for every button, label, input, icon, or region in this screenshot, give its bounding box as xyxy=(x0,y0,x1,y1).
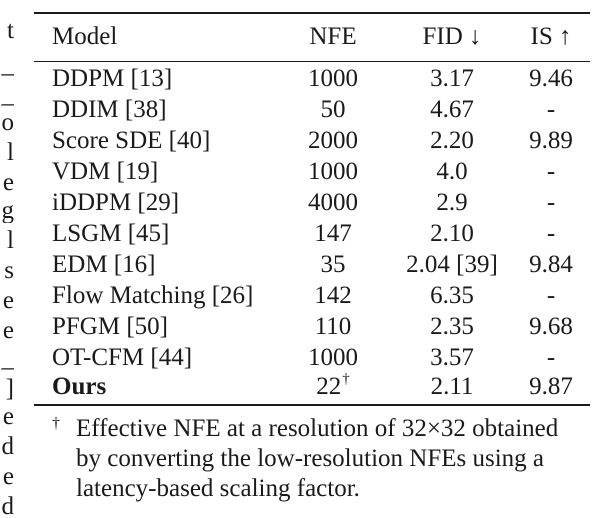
margin-fragment: l xyxy=(7,140,14,165)
cell-model: EDM [16] xyxy=(52,251,156,278)
cell-fid: 2.20 xyxy=(430,127,474,154)
results-table: Model NFE FID ↓ IS ↑ DDPM [13] 1000 3.17… xyxy=(34,0,590,410)
nfe-ours-value: 22 xyxy=(316,373,342,400)
cell-fid: 3.57 xyxy=(430,344,474,371)
margin-fragment: e xyxy=(2,288,14,313)
table-row-ours: Ours 22† 2.11 9.87 xyxy=(34,370,590,402)
cell-is: - xyxy=(546,282,556,309)
cell-nfe: 1000 xyxy=(308,344,358,371)
cell-nfe: 110 xyxy=(314,313,352,340)
cell-fid: 2.9 xyxy=(436,189,468,216)
table-bottom-rule xyxy=(34,404,590,406)
cell-model: Score SDE [40] xyxy=(52,127,211,154)
cell-fid: 2.35 xyxy=(430,313,474,340)
left-margin-text-fragments: t _ _ o l e g l s e e _ ] e d e d xyxy=(0,0,15,518)
header-model: Model xyxy=(52,23,118,50)
cell-model: iDDPM [29] xyxy=(52,189,180,216)
cell-is: 9.84 xyxy=(529,251,573,278)
cell-is: - xyxy=(546,158,556,185)
cell-fid: 2.10 xyxy=(430,220,474,247)
table-row: Flow Matching [26] 142 6.35 - xyxy=(34,281,590,311)
table-row: DDIM [38] 50 4.67 - xyxy=(34,95,590,125)
cell-nfe: 2000 xyxy=(308,127,358,154)
margin-fragment: e xyxy=(2,464,14,489)
cell-fid-ours: 2.11 xyxy=(430,373,474,400)
footnote-dagger: † xyxy=(52,415,60,432)
cell-model: PFGM [50] xyxy=(52,313,168,340)
margin-fragment: _ xyxy=(1,346,15,371)
margin-fragment: t xyxy=(7,18,14,43)
table-row: VDM [19] 1000 4.0 - xyxy=(34,157,590,187)
margin-fragment: ] xyxy=(5,376,14,401)
header-is: IS ↑ xyxy=(530,23,572,50)
cell-fid: 6.35 xyxy=(430,282,474,309)
cell-fid: 2.04 [39] xyxy=(406,251,498,278)
cell-nfe: 147 xyxy=(314,220,352,247)
cell-model: OT-CFM [44] xyxy=(52,344,193,371)
cell-is: - xyxy=(546,220,556,247)
margin-fragment: o xyxy=(1,110,15,135)
table-row: LSGM [45] 147 2.10 - xyxy=(34,219,590,249)
margin-fragment: e xyxy=(2,318,14,343)
cell-is: - xyxy=(546,344,556,371)
cell-is: - xyxy=(546,96,556,123)
cell-is: 9.68 xyxy=(529,313,573,340)
margin-fragment: _ xyxy=(1,52,15,77)
cell-model: LSGM [45] xyxy=(52,220,170,247)
footnote-line: Effective NFE at a resolution of 32×32 o… xyxy=(76,415,559,442)
cell-is: - xyxy=(546,189,556,216)
cell-nfe-ours: 22† xyxy=(274,370,392,402)
cell-nfe: 4000 xyxy=(308,189,358,216)
cell-model-ours: Ours xyxy=(52,373,107,400)
cell-model: Flow Matching [26] xyxy=(52,282,254,309)
footnote-line: by converting the low-resolution NFEs us… xyxy=(76,445,544,472)
margin-fragment: e xyxy=(2,170,14,195)
margin-fragment: s xyxy=(4,258,14,283)
margin-fragment: g xyxy=(1,198,15,223)
table-header-rule xyxy=(34,61,590,62)
table-row: OT-CFM [44] 1000 3.57 - xyxy=(34,343,590,373)
table-row: PFGM [50] 110 2.35 9.68 xyxy=(34,312,590,342)
margin-fragment: d xyxy=(1,494,15,518)
cell-model: DDPM [13] xyxy=(52,65,173,92)
table-row: Score SDE [40] 2000 2.20 9.89 xyxy=(34,126,590,156)
table-row: EDM [16] 35 2.04 [39] 9.84 xyxy=(34,250,590,280)
footnote-line: latency-based scaling factor. xyxy=(76,475,360,502)
cell-nfe: 1000 xyxy=(308,158,358,185)
footnote-text: Effective NFE at a resolution of 32×32 o… xyxy=(76,414,596,504)
cell-nfe: 142 xyxy=(314,282,352,309)
margin-fragment: _ xyxy=(1,82,15,107)
table-top-rule xyxy=(34,12,590,14)
margin-fragment: l xyxy=(7,228,14,253)
cell-is: 9.46 xyxy=(529,65,573,92)
cell-nfe: 50 xyxy=(320,96,346,123)
header-nfe: NFE xyxy=(309,23,357,50)
dagger-mark: † xyxy=(342,370,350,387)
cell-fid: 3.17 xyxy=(430,65,474,92)
table-header-row: Model NFE FID ↓ IS ↑ xyxy=(34,22,590,52)
cell-nfe: 1000 xyxy=(308,65,358,92)
table-row: iDDPM [29] 4000 2.9 - xyxy=(34,188,590,218)
margin-fragment: d xyxy=(1,434,15,459)
cell-fid: 4.67 xyxy=(430,96,474,123)
table-row: DDPM [13] 1000 3.17 9.46 xyxy=(34,64,590,94)
header-fid: FID ↓ xyxy=(422,23,482,50)
cell-is: 9.89 xyxy=(529,127,573,154)
cell-is-ours: 9.87 xyxy=(529,373,573,400)
cell-fid: 4.0 xyxy=(436,158,468,185)
cell-model: DDIM [38] xyxy=(52,96,167,123)
cell-nfe: 35 xyxy=(320,251,346,278)
cell-model: VDM [19] xyxy=(52,158,159,185)
margin-fragment: e xyxy=(2,404,14,429)
